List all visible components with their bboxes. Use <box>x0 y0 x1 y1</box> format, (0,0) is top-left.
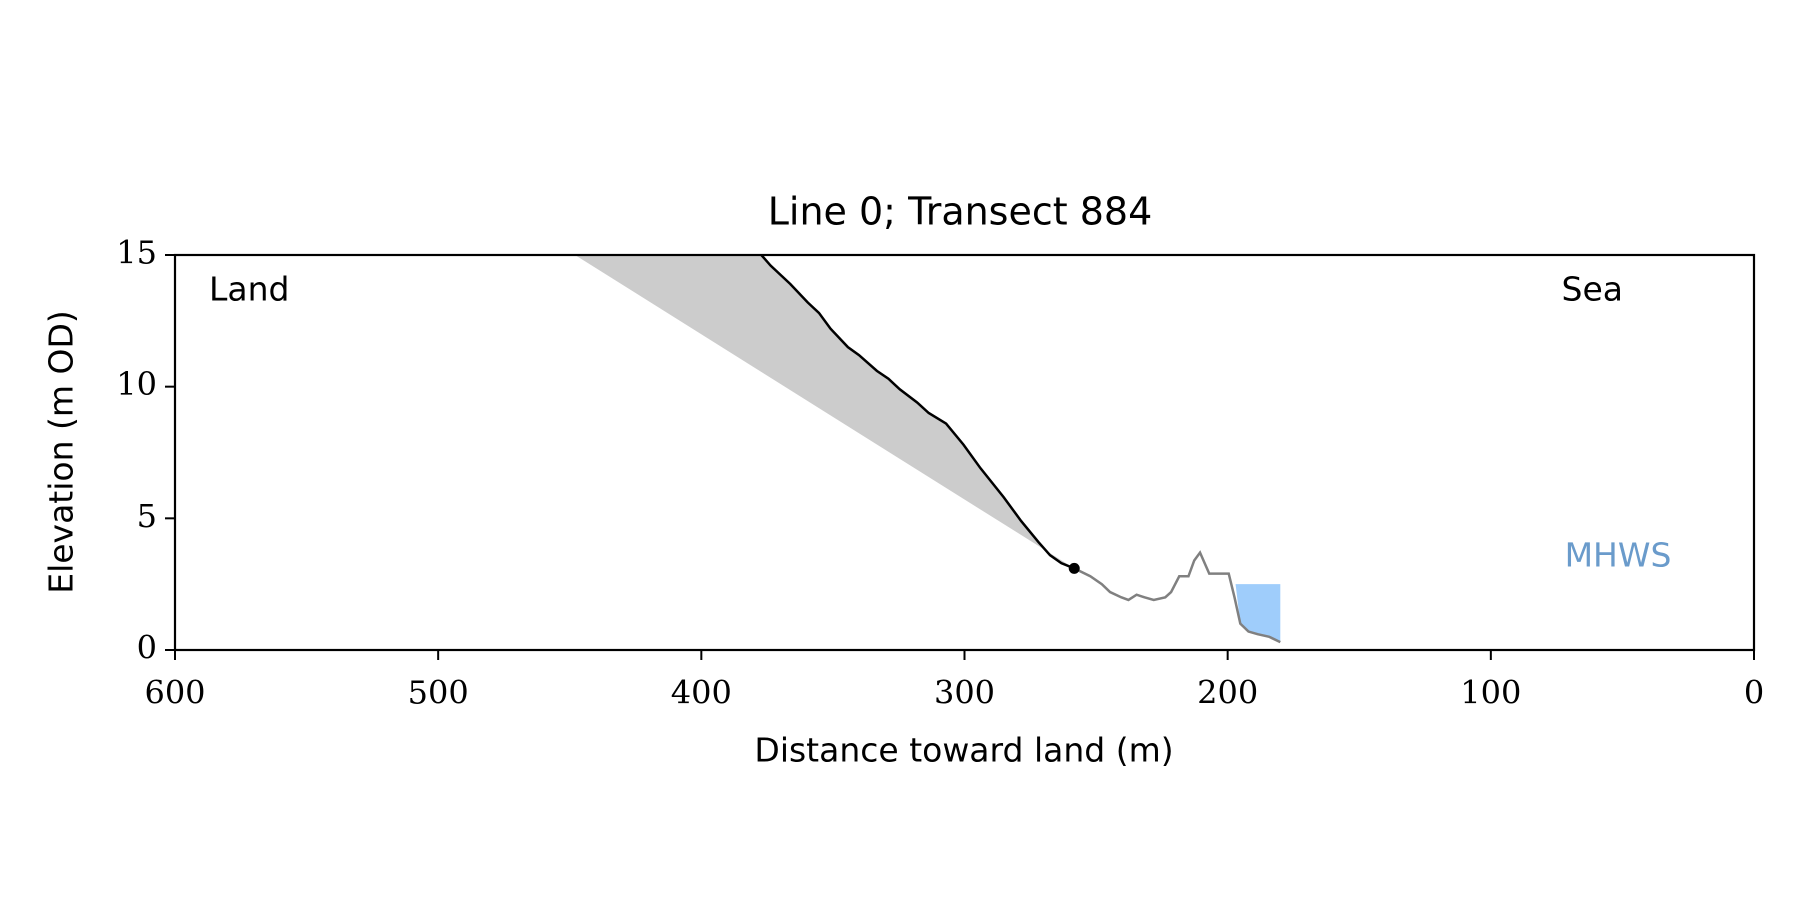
x-tick-label: 100 <box>1460 674 1521 712</box>
chart-title: Line 0; Transect 884 <box>768 190 1153 234</box>
y-tick-label: 5 <box>137 497 157 535</box>
x-axis-label: Distance toward land (m) <box>754 731 1173 770</box>
marker <box>1068 562 1080 574</box>
y-tick-label: 15 <box>116 234 157 272</box>
sea-label: Sea <box>1562 270 1623 309</box>
profile-line <box>760 254 1075 570</box>
x-tick-label: 400 <box>671 674 732 712</box>
mhws-label: MHWS <box>1565 536 1672 575</box>
y-tick-label: 10 <box>116 365 157 403</box>
x-tick-label: 500 <box>408 674 469 712</box>
x-tick-label: 0 <box>1744 674 1764 712</box>
profile-line <box>1073 550 1281 644</box>
mhws-area <box>1235 584 1281 643</box>
x-tick-label: 600 <box>144 674 205 712</box>
x-tick-label: 300 <box>934 674 995 712</box>
y-axis-label: Elevation (m OD) <box>42 310 81 594</box>
y-tick-label: 0 <box>137 629 157 667</box>
x-tick-label: 200 <box>1197 674 1258 712</box>
shaded-area <box>575 255 1075 569</box>
land-label: Land <box>209 270 289 309</box>
